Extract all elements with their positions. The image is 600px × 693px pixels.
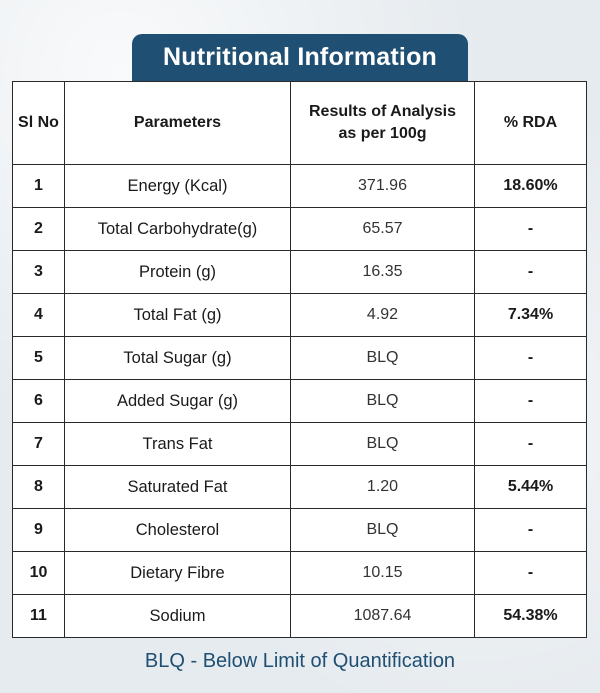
nutrition-table: Sl No Parameters Results of Analysis as … xyxy=(12,81,587,638)
table-row: 6 Added Sugar (g) BLQ - xyxy=(12,379,587,423)
header-parameters: Parameters xyxy=(64,81,291,165)
table-row: 2 Total Carbohydrate(g) 65.57- xyxy=(12,207,587,251)
cell-rda: - xyxy=(474,422,587,466)
table-row: 9 Cholesterol BLQ - xyxy=(12,508,587,552)
cell-result: BLQ xyxy=(290,422,475,466)
cell-parameter: Energy (Kcal) xyxy=(64,164,291,208)
cell-parameter: Total Fat (g) xyxy=(64,293,291,337)
table-row: 4 Total Fat (g) 4.92 7.34% xyxy=(12,293,587,337)
table-header-row: Sl No Parameters Results of Analysis as … xyxy=(12,81,587,165)
cell-sl-no: 8 xyxy=(12,465,65,509)
cell-rda: 7.34% xyxy=(474,293,587,337)
cell-rda: - xyxy=(474,250,587,294)
table-row: 10 Dietary Fibre 10.15- xyxy=(12,551,587,595)
cell-result: 371.96 xyxy=(290,164,475,208)
table-row: 1 Energy (Kcal) 371.96 18.60% xyxy=(12,164,587,208)
cell-sl-no: 3 xyxy=(12,250,65,294)
cell-parameter: Dietary Fibre xyxy=(64,551,291,595)
cell-result: BLQ xyxy=(290,379,475,423)
cell-parameter: Sodium xyxy=(64,594,291,638)
cell-sl-no: 4 xyxy=(12,293,65,337)
cell-rda: - xyxy=(474,551,587,595)
cell-sl-no: 9 xyxy=(12,508,65,552)
cell-result: BLQ xyxy=(290,508,475,552)
cell-parameter: Trans Fat xyxy=(64,422,291,466)
cell-parameter: Total Sugar (g) xyxy=(64,336,291,380)
cell-rda: - xyxy=(474,379,587,423)
table-row: 5 Total Sugar (g) BLQ - xyxy=(12,336,587,380)
table-row: 8 Saturated Fat 1.20 5.44% xyxy=(12,465,587,509)
header-results-label: Results of Analysis as per 100g xyxy=(308,103,456,142)
cell-sl-no: 1 xyxy=(12,164,65,208)
cell-rda: 18.60% xyxy=(474,164,587,208)
page-title: Nutritional Information xyxy=(132,34,468,81)
cell-sl-no: 5 xyxy=(12,336,65,380)
cell-rda: 54.38% xyxy=(474,594,587,638)
cell-parameter: Added Sugar (g) xyxy=(64,379,291,423)
cell-sl-no: 6 xyxy=(12,379,65,423)
cell-result: 16.35 xyxy=(290,250,475,294)
table-row: 11 Sodium 1087.64 54.38% xyxy=(12,594,587,638)
footnote: BLQ - Below Limit of Quantification xyxy=(144,650,456,672)
table-body: 1 Energy (Kcal) 371.96 18.60% 2 Total Carbohy… xyxy=(12,164,587,638)
cell-result: BLQ xyxy=(290,336,475,380)
header-results: Results of Analysis as per 100g xyxy=(290,81,475,165)
cell-rda: - xyxy=(474,207,587,251)
cell-rda: - xyxy=(474,508,587,552)
cell-sl-no: 2 xyxy=(12,207,65,251)
cell-result: 1.20 xyxy=(290,465,475,509)
cell-result: 10.15 xyxy=(290,551,475,595)
cell-rda: - xyxy=(474,336,587,380)
cell-sl-no: 10 xyxy=(12,551,65,595)
cell-rda: 5.44% xyxy=(474,465,587,509)
cell-parameter: Saturated Fat xyxy=(64,465,291,509)
cell-parameter: Protein (g) xyxy=(64,250,291,294)
header-rda: % RDA xyxy=(474,81,587,165)
cell-sl-no: 11 xyxy=(12,594,65,638)
cell-parameter: Total Carbohydrate(g) xyxy=(64,207,291,251)
header-sl-no: Sl No xyxy=(12,81,65,165)
cell-result: 1087.64 xyxy=(290,594,475,638)
cell-parameter: Cholesterol xyxy=(64,508,291,552)
table-row: 3 Protein (g) 16.35- xyxy=(12,250,587,294)
cell-result: 65.57 xyxy=(290,207,475,251)
cell-result: 4.92 xyxy=(290,293,475,337)
cell-sl-no: 7 xyxy=(12,422,65,466)
table-row: 7 Trans Fat BLQ - xyxy=(12,422,587,466)
